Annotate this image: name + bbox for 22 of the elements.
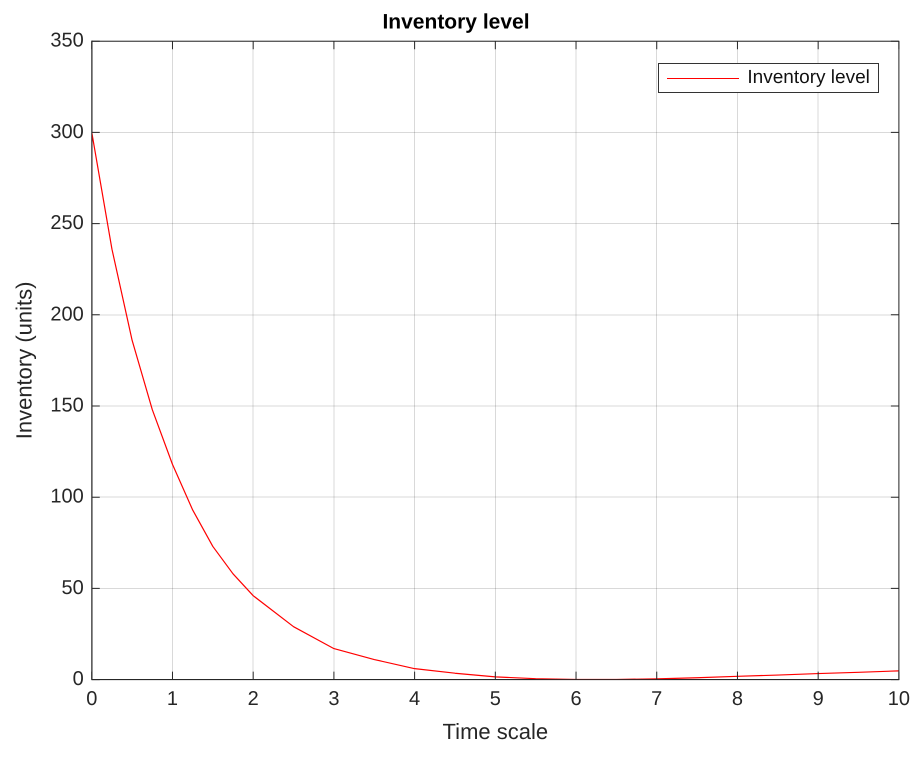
x-tick-label: 2 [248, 688, 259, 710]
y-tick-label: 0 [72, 668, 84, 690]
y-tick-label: 150 [50, 394, 84, 417]
x-tick-label: 3 [328, 688, 340, 710]
x-axis-title: Time scale [442, 718, 548, 744]
x-tick-label: 4 [409, 688, 420, 710]
y-tick-label: 250 [50, 212, 84, 234]
y-tick-label: 50 [62, 576, 84, 599]
x-tick-label: 5 [490, 688, 501, 710]
y-tick-label: 300 [50, 120, 84, 143]
chart-title: Inventory level [382, 10, 530, 34]
x-tick-label: 6 [570, 688, 582, 710]
x-tick-label: 9 [812, 688, 824, 710]
y-tick-label: 200 [50, 303, 84, 326]
y-axis-title: Inventory (units) [11, 282, 36, 440]
y-tick-label: 350 [50, 30, 84, 52]
legend-label: Inventory level [747, 67, 870, 90]
x-tick-label: 1 [166, 688, 178, 710]
x-tick-label: 8 [732, 688, 744, 710]
y-tick-label: 100 [50, 486, 84, 508]
x-tick-label: 7 [651, 688, 662, 710]
x-tick-label: 10 [888, 688, 910, 710]
